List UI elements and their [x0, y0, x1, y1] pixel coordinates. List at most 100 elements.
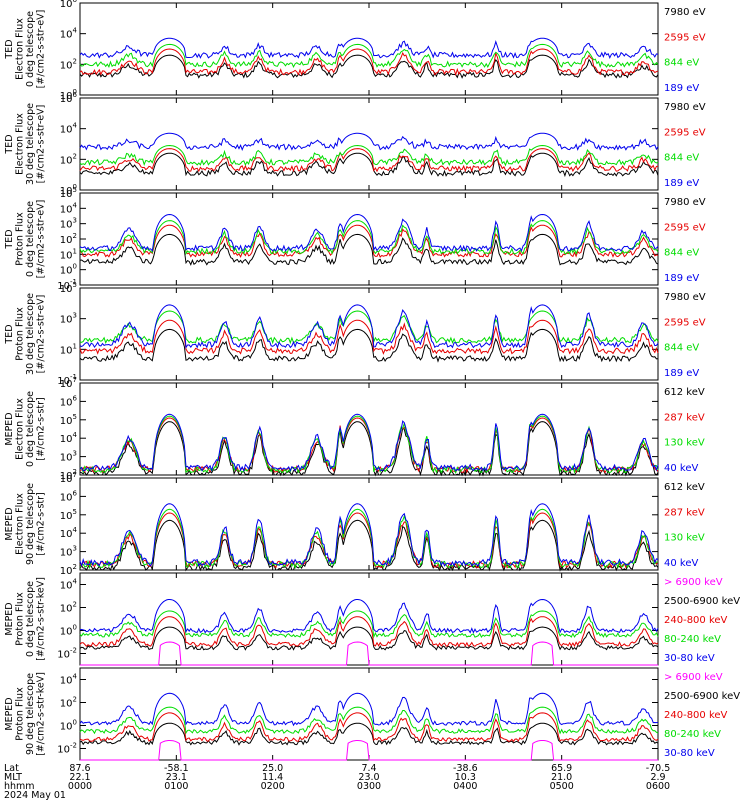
series-line-blue: [79, 213, 659, 253]
series-line-green: [79, 310, 659, 345]
series-line-blue: [79, 503, 659, 568]
y-axis-label: Electron Flux: [15, 18, 26, 80]
legend-entry: 7980 eV: [664, 197, 706, 208]
y-tick-label: 105: [60, 413, 77, 427]
series-line-black: [79, 421, 659, 477]
legend-entry: 844 eV: [664, 153, 699, 164]
series-line-blue: [79, 413, 659, 473]
series-line-green: [79, 220, 659, 256]
y-tick-label: 100: [60, 88, 77, 102]
series-line-blue: [79, 304, 659, 349]
footer-tick-label: 0300: [357, 781, 381, 792]
footer-tick-label: 2.9: [650, 772, 665, 783]
footer-tick-label: 22.1: [69, 772, 90, 783]
y-axis-label: [#/cm2-s-str]: [36, 397, 47, 460]
y-tick-label: 100: [60, 183, 77, 197]
legend-entry: 612 keV: [664, 482, 705, 493]
legend-entry: 2595 eV: [664, 222, 706, 233]
legend-entry: 2500-6900 keV: [664, 691, 740, 702]
series-line-red: [79, 148, 659, 173]
y-tick-label: 100: [60, 624, 77, 638]
y-axis-label: [#/cm2-s-str-keV]: [36, 672, 47, 756]
y-axis-label: [#/cm2-s-str]: [36, 492, 47, 555]
y-axis-label: Proton Flux: [15, 212, 26, 266]
series-line-black: [79, 233, 659, 266]
chart-panel-6: 102 103 104 105 106 107 MEPED Electron Flux 90 d…: [4, 471, 705, 577]
series-line-blue: [79, 692, 659, 727]
footer-tick-label: 0100: [164, 781, 188, 792]
legend-entry: 189 eV: [664, 368, 699, 379]
y-axis-label: MEPED: [4, 507, 15, 540]
legend-entry: > 6900 keV: [664, 577, 723, 588]
y-tick-label: 104: [60, 201, 78, 215]
legend-entry: 844 eV: [664, 58, 699, 69]
y-tick-label: 102: [60, 57, 77, 71]
legend-entry: 2595 eV: [664, 317, 706, 328]
series-line-magenta: [80, 641, 658, 666]
footer-tick-label: 23.0: [358, 772, 379, 783]
y-axis-label: 0 deg telescope: [25, 11, 36, 87]
y-axis-label: 0 deg telescope: [25, 201, 36, 277]
y-axis-label: 0 deg telescope: [25, 391, 36, 467]
series-line-green: [79, 144, 659, 167]
chart-panel-1: 100 102 104 106 TED Electron Flux 0 deg telesc…: [4, 0, 706, 102]
footer-row-label: hhmm: [4, 781, 35, 792]
y-axis-label: [#/cm2-s-str-eV]: [36, 200, 47, 279]
footer-tick-label: 87.6: [69, 763, 90, 774]
y-tick-label: 105: [60, 508, 77, 522]
legend-entry: 287 keV: [664, 507, 705, 518]
series-line-red: [79, 417, 659, 474]
legend-entry: 612 keV: [664, 387, 705, 398]
legend-entry: 189 eV: [664, 273, 699, 284]
y-tick-label: 102: [60, 152, 77, 166]
series-line-green: [79, 508, 659, 570]
y-axis-label: MEPED: [4, 697, 15, 730]
footer-tick-label: 10.3: [455, 772, 476, 783]
y-tick-label: 106: [60, 489, 78, 503]
y-tick-label: 102: [60, 468, 77, 482]
plot-frame: [79, 97, 659, 191]
y-tick-label: 107: [60, 471, 77, 485]
y-tick-label: 105: [60, 186, 77, 200]
series-line-green: [79, 610, 659, 639]
footer-date: 2024 May 01: [4, 790, 66, 800]
y-tick-label: 10-1: [57, 373, 77, 387]
y-axis-label: MEPED: [4, 602, 15, 635]
footer-tick-label: 0500: [550, 781, 574, 792]
footer-tick-label: 11.4: [262, 772, 283, 783]
y-axis-label: 90 deg telescope: [25, 483, 36, 565]
y-tick-label: 106: [60, 0, 78, 10]
y-axis-label: [#/cm2-s-str-eV]: [36, 10, 47, 89]
footer-row-label: Lat: [4, 763, 19, 774]
legend-entry: 7980 eV: [664, 7, 706, 18]
series-line-black: [79, 328, 659, 363]
footer-tick-label: 21.0: [551, 772, 572, 783]
y-tick-label: 104: [60, 431, 78, 445]
y-axis-label: Proton Flux: [15, 687, 26, 741]
legend-entry: 40 keV: [664, 463, 698, 474]
chart-panel-4: 10-1 101 103 105 TED Proton Flux 30 deg telesc…: [4, 281, 706, 387]
y-axis-label: Electron Flux: [15, 113, 26, 175]
y-axis-label: TED: [4, 134, 15, 154]
y-tick-label: 10-2: [57, 742, 77, 756]
plot-frame: [79, 287, 659, 381]
y-axis-label: [#/cm2-s-str-keV]: [36, 577, 47, 661]
y-axis-label: [#/cm2-s-str-eV]: [36, 295, 47, 374]
y-axis-label: Electron Flux: [15, 493, 26, 555]
legend-entry: 2595 eV: [664, 127, 706, 138]
legend-entry: 7980 eV: [664, 102, 706, 113]
y-tick-label: 104: [60, 673, 78, 687]
y-tick-label: 104: [60, 578, 78, 592]
y-tick-label: 103: [60, 217, 77, 231]
footer-tick-label: 25.0: [262, 763, 283, 774]
series-line-red: [79, 616, 659, 648]
footer-tick-label: 23.1: [166, 772, 187, 783]
y-tick-label: 104: [60, 27, 78, 41]
series-line-green: [79, 43, 659, 69]
y-axis-label: Proton Flux: [15, 592, 26, 646]
legend-entry: 844 eV: [664, 343, 699, 354]
series-line-blue: [79, 37, 659, 59]
y-tick-label: 104: [60, 526, 78, 540]
